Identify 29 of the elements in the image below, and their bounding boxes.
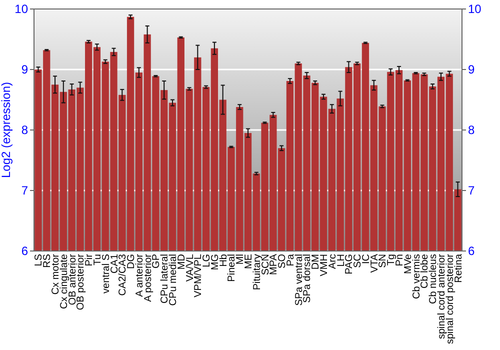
x-tick-label: Cx cingulate [58, 254, 70, 310]
y-axis-title: Log2 (expression) [0, 82, 13, 178]
x-tick-label: RS [42, 254, 54, 268]
x-tick-label: spinal cord posterior [444, 253, 456, 344]
y2-tick-label: 8 [468, 123, 475, 138]
x-tick-label: spinal cord anterior [436, 253, 448, 340]
x-tick-label: CPu medial [168, 254, 179, 306]
x-tick-label: Tu [92, 254, 104, 266]
x-tick-label: Pa [285, 254, 296, 266]
y-tick-label: 10 [14, 2, 28, 16]
y2-tick-label: 7 [468, 184, 475, 198]
x-tick-label: A posterior [142, 253, 154, 302]
y2-tick-label: 9 [468, 62, 475, 77]
x-tick-label: Retina [453, 254, 464, 283]
x-tick-label: IC [360, 254, 372, 264]
y2-tick-label: 10 [468, 2, 482, 16]
x-tick-label: Pituitary [252, 254, 263, 290]
x-tick-label: ventral S [100, 254, 112, 294]
y-tick-label: 8 [21, 123, 28, 138]
x-tick-label: MVe [402, 254, 414, 274]
x-tick-label: Arc [327, 254, 338, 269]
x-tick-label: ME [244, 254, 254, 269]
y-tick-label: 7 [21, 184, 28, 198]
x-tick-label: OB posterior [76, 253, 87, 310]
y-tick-label: 9 [21, 62, 28, 77]
y-tick-label: 6 [21, 244, 28, 258]
x-tick-label: Tg [386, 254, 398, 266]
x-tick-label: A anterior [134, 253, 146, 297]
y2-tick-label: 6 [468, 244, 475, 258]
